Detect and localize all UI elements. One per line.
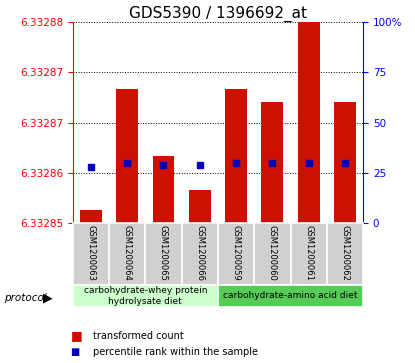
Bar	[254, 223, 290, 285]
Text: GSM1200064: GSM1200064	[122, 225, 132, 281]
Bar	[189, 189, 211, 223]
Text: GSM1200060: GSM1200060	[268, 225, 277, 281]
Bar	[73, 285, 218, 307]
Text: ▶: ▶	[43, 292, 53, 305]
Text: GSM1200062: GSM1200062	[340, 225, 349, 281]
Bar	[261, 102, 283, 223]
Bar	[225, 89, 247, 223]
Text: percentile rank within the sample: percentile rank within the sample	[93, 347, 259, 357]
Text: carbohydrate-amino acid diet: carbohydrate-amino acid diet	[223, 291, 358, 300]
Text: protocol: protocol	[4, 293, 47, 303]
Bar	[298, 22, 320, 223]
Title: GDS5390 / 1396692_at: GDS5390 / 1396692_at	[129, 5, 307, 22]
Text: GSM1200059: GSM1200059	[232, 225, 241, 281]
Text: carbohydrate-whey protein
hydrolysate diet: carbohydrate-whey protein hydrolysate di…	[83, 286, 207, 306]
Bar	[334, 102, 356, 223]
Text: GSM1200066: GSM1200066	[195, 225, 204, 281]
Bar	[153, 156, 174, 223]
Bar	[116, 89, 138, 223]
Text: transformed count: transformed count	[93, 331, 184, 341]
Bar	[218, 223, 254, 285]
Text: GSM1200063: GSM1200063	[86, 225, 95, 281]
Bar	[181, 223, 218, 285]
Text: ■: ■	[71, 329, 82, 342]
Bar	[80, 210, 102, 223]
Text: GSM1200061: GSM1200061	[304, 225, 313, 281]
Bar	[218, 285, 363, 307]
Bar	[73, 223, 109, 285]
Text: ■: ■	[71, 347, 80, 357]
Bar	[109, 223, 145, 285]
Text: GSM1200065: GSM1200065	[159, 225, 168, 281]
Bar	[145, 223, 181, 285]
Bar	[290, 223, 327, 285]
Bar	[327, 223, 363, 285]
